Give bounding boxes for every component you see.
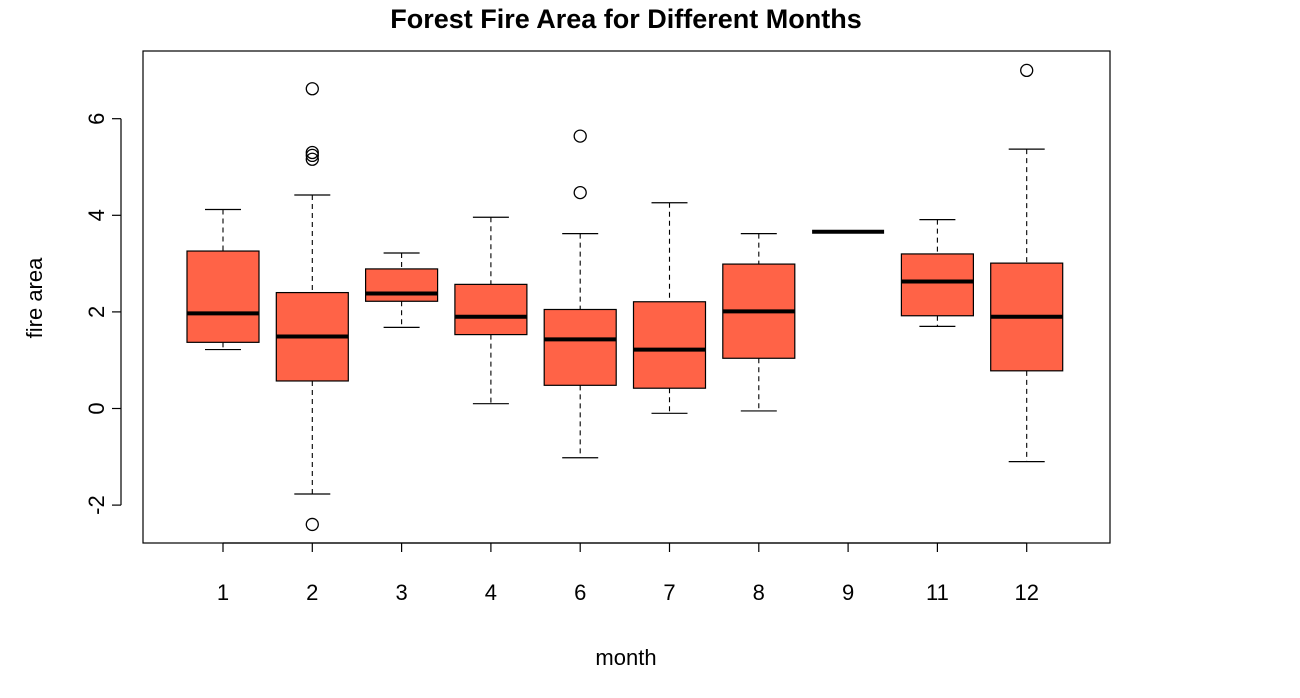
outlier-point <box>305 152 319 166</box>
box-2 <box>275 82 349 532</box>
x-tick-label: 11 <box>926 580 949 605</box>
box-4 <box>454 216 528 405</box>
outlier-point <box>305 148 319 163</box>
box-3 <box>365 252 439 328</box>
x-axis: 1 2 3 4 6 7 8 9 11 12 <box>217 542 1039 605</box>
outlier-point <box>305 517 319 532</box>
x-axis-label: month <box>595 645 656 670</box>
x-tick-label: 3 <box>395 580 407 605</box>
y-axis-label: fire area <box>22 257 47 338</box>
boxes-group <box>186 63 1064 532</box>
y-tick-label: 0 <box>84 402 109 414</box>
box-12 <box>990 63 1064 463</box>
box-6 <box>543 129 617 459</box>
iqr-box <box>365 268 439 302</box>
y-axis: -2 0 2 4 6 <box>84 113 122 515</box>
chart-title: Forest Fire Area for Different Months <box>390 4 862 34</box>
outlier-point <box>305 82 319 96</box>
x-tick-label: 4 <box>485 580 497 605</box>
y-tick-label: 4 <box>84 209 109 221</box>
iqr-box <box>632 301 707 389</box>
x-tick-label: 8 <box>753 580 765 605</box>
y-tick-label: 6 <box>84 113 109 125</box>
y-tick-label: 2 <box>84 306 109 318</box>
box-1 <box>186 208 260 351</box>
x-tick-label: 6 <box>574 580 586 605</box>
box-11 <box>900 219 975 327</box>
x-tick-label: 7 <box>663 580 675 605</box>
iqr-box <box>186 250 260 343</box>
box-7 <box>632 202 707 414</box>
x-tick-label: 12 <box>1014 580 1038 605</box>
outlier-point <box>1020 63 1034 78</box>
iqr-box <box>900 253 975 317</box>
x-tick-label: 9 <box>842 580 854 605</box>
outlier-point <box>573 129 587 143</box>
box-8 <box>722 233 796 412</box>
outlier-point <box>305 145 319 160</box>
iqr-box <box>543 308 617 386</box>
x-tick-label: 1 <box>217 580 229 605</box>
y-tick-label: -2 <box>84 495 109 515</box>
iqr-box <box>454 283 528 336</box>
x-tick-label: 2 <box>306 580 318 605</box>
outlier-point <box>573 185 587 200</box>
